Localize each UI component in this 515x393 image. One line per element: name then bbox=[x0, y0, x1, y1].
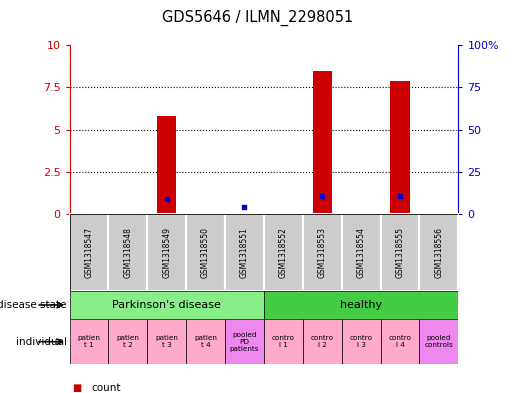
Bar bbox=[381, 319, 419, 364]
Text: contro
l 2: contro l 2 bbox=[311, 335, 334, 348]
Text: individual: individual bbox=[16, 337, 67, 347]
Text: pooled
PD
patients: pooled PD patients bbox=[230, 332, 259, 352]
Text: disease state: disease state bbox=[0, 300, 67, 310]
Bar bbox=[381, 214, 419, 291]
Bar bbox=[420, 214, 458, 291]
Text: count: count bbox=[91, 383, 121, 393]
Bar bbox=[264, 214, 303, 291]
Bar bbox=[147, 319, 186, 364]
Bar bbox=[342, 319, 381, 364]
Text: healthy: healthy bbox=[340, 300, 382, 310]
Text: contro
l 1: contro l 1 bbox=[272, 335, 295, 348]
Text: GSM1318549: GSM1318549 bbox=[162, 227, 171, 278]
Text: GSM1318547: GSM1318547 bbox=[84, 227, 93, 278]
Bar bbox=[70, 319, 109, 364]
Bar bbox=[342, 214, 381, 291]
Bar bbox=[303, 214, 342, 291]
Text: patien
t 2: patien t 2 bbox=[116, 335, 139, 348]
Bar bbox=[225, 214, 264, 291]
Bar bbox=[420, 319, 458, 364]
Bar bbox=[147, 214, 186, 291]
Text: GSM1318553: GSM1318553 bbox=[318, 227, 327, 278]
Text: contro
l 4: contro l 4 bbox=[388, 335, 411, 348]
Text: GDS5646 / ILMN_2298051: GDS5646 / ILMN_2298051 bbox=[162, 10, 353, 26]
Text: GSM1318552: GSM1318552 bbox=[279, 227, 288, 278]
Text: GSM1318555: GSM1318555 bbox=[396, 227, 404, 278]
Bar bbox=[303, 319, 342, 364]
Bar bbox=[264, 319, 303, 364]
Text: GSM1318556: GSM1318556 bbox=[435, 227, 443, 278]
Text: Parkinson's disease: Parkinson's disease bbox=[112, 300, 221, 310]
Text: GSM1318550: GSM1318550 bbox=[201, 227, 210, 278]
Bar bbox=[157, 116, 177, 214]
Text: contro
l 3: contro l 3 bbox=[350, 335, 373, 348]
Bar bbox=[70, 214, 109, 291]
Text: GSM1318554: GSM1318554 bbox=[357, 227, 366, 278]
Bar bbox=[70, 291, 264, 319]
Text: GSM1318551: GSM1318551 bbox=[240, 227, 249, 278]
Bar bbox=[186, 319, 225, 364]
Bar bbox=[108, 214, 147, 291]
Text: patien
t 4: patien t 4 bbox=[194, 335, 217, 348]
Bar bbox=[264, 291, 458, 319]
Text: ■: ■ bbox=[72, 383, 81, 393]
Bar bbox=[225, 319, 264, 364]
Bar bbox=[108, 319, 147, 364]
Bar bbox=[390, 81, 410, 214]
Bar bbox=[186, 214, 225, 291]
Bar bbox=[313, 70, 332, 214]
Text: patien
t 3: patien t 3 bbox=[156, 335, 178, 348]
Text: patien
t 1: patien t 1 bbox=[78, 335, 100, 348]
Text: pooled
controls: pooled controls bbox=[424, 335, 453, 348]
Text: GSM1318548: GSM1318548 bbox=[124, 227, 132, 278]
